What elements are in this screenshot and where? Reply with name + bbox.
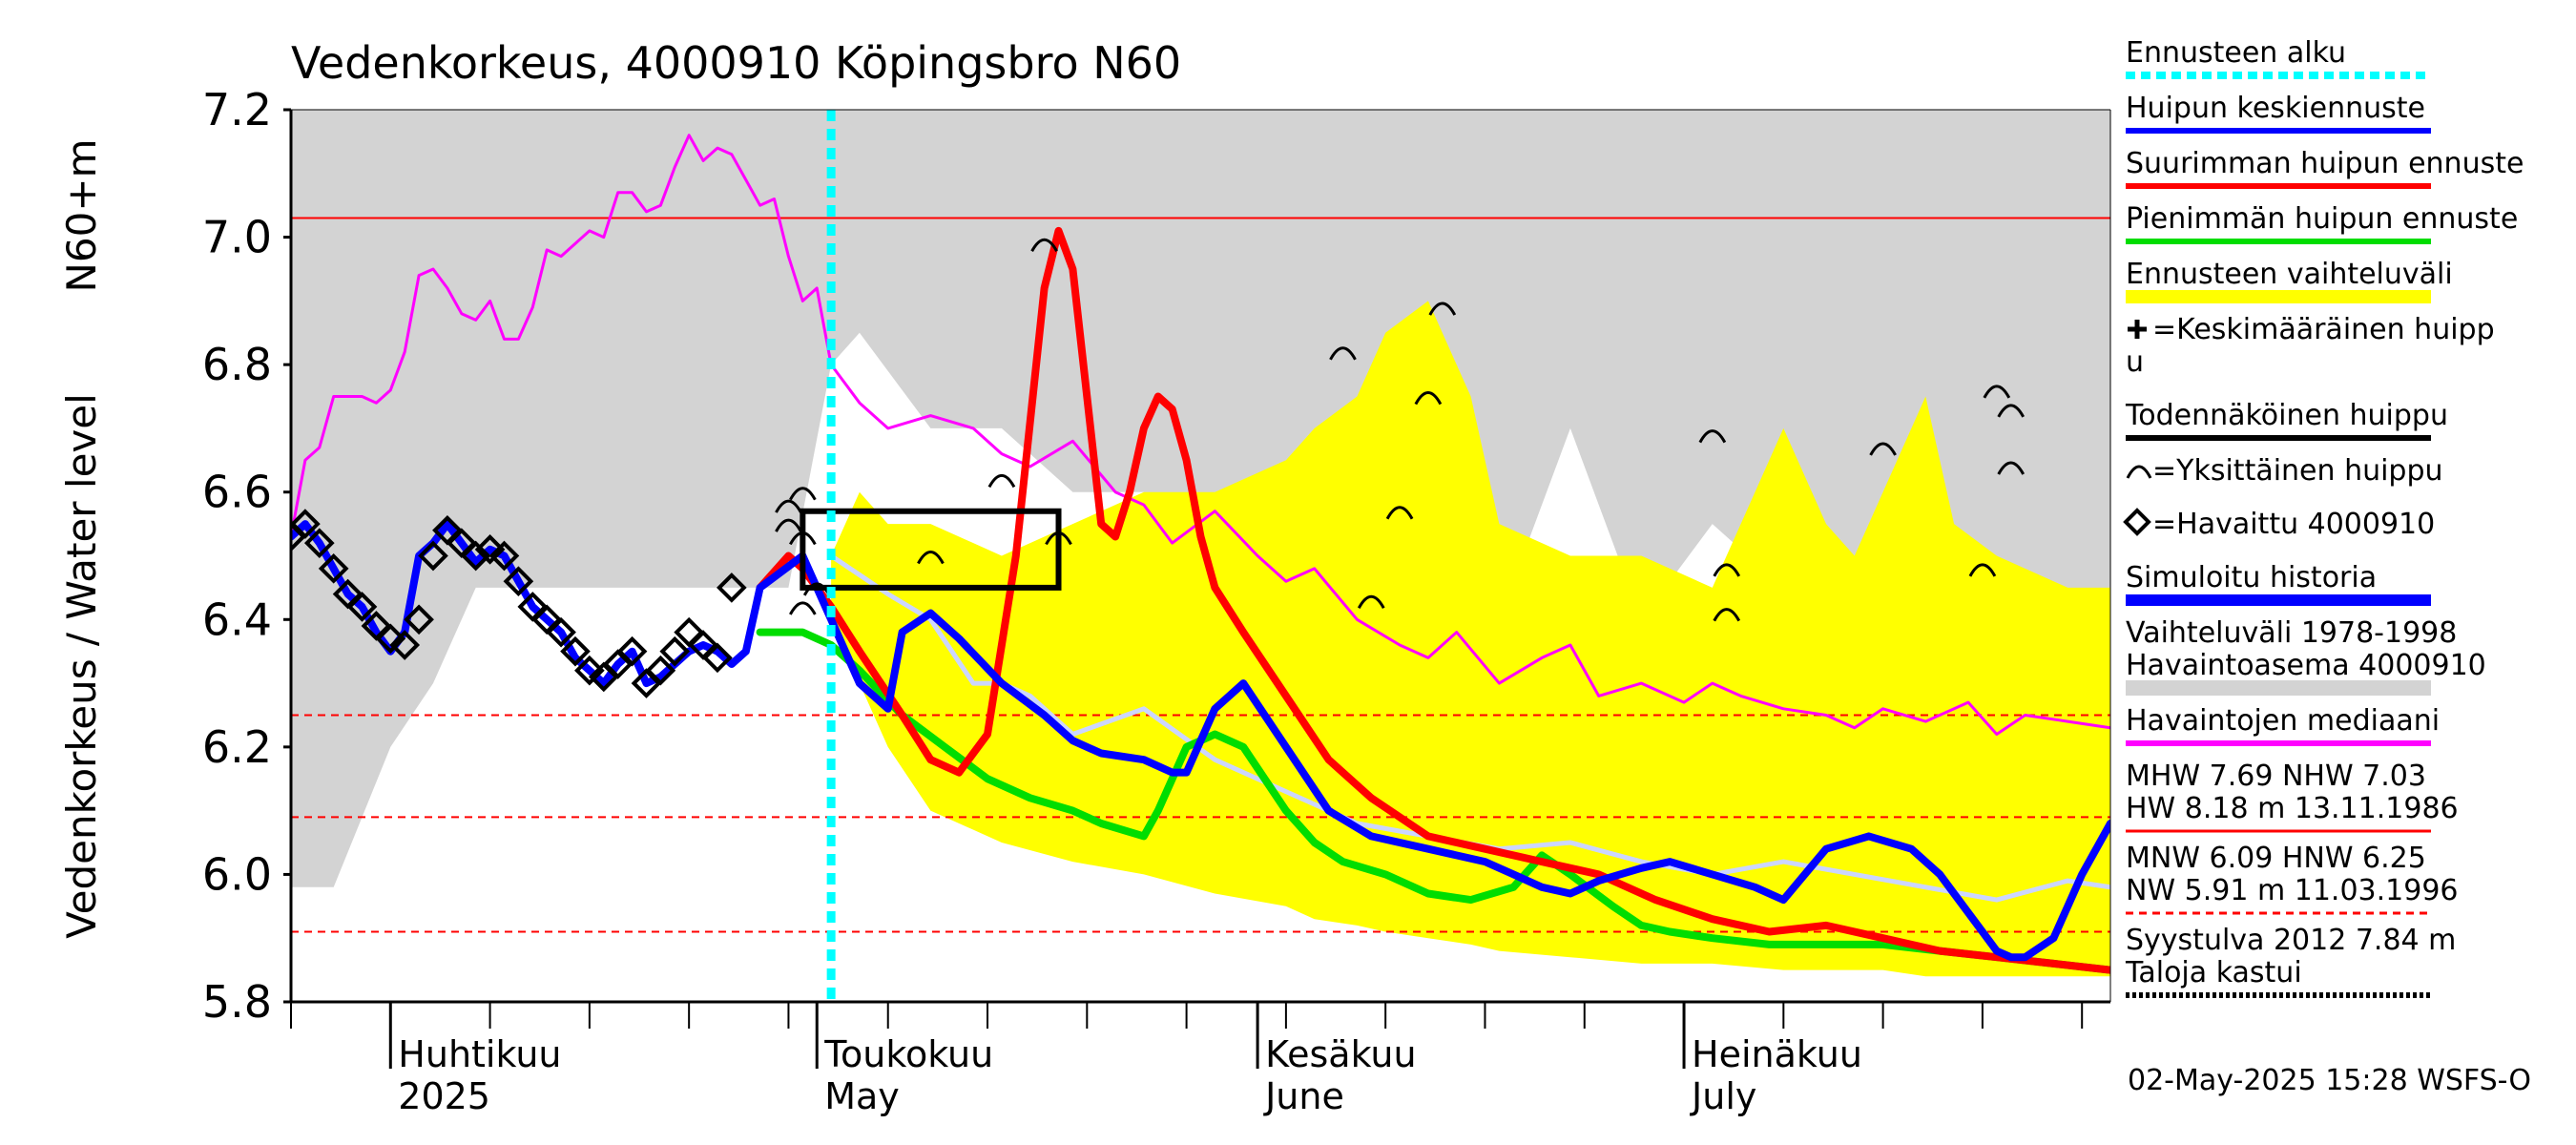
legend-label-vaihteluv-li-1978-1998: Vaihteluväli 1978-1998 bbox=[2126, 616, 2457, 650]
single-peak-marker bbox=[789, 531, 817, 546]
y-tick-label: 6.2 bbox=[202, 721, 272, 773]
observed-point bbox=[291, 509, 321, 539]
observed-point bbox=[346, 592, 378, 622]
legend-label-havaittu-4000910: =Havaittu 4000910 bbox=[2152, 508, 2435, 541]
legend-label-suurimman-huipun-ennuste: Suurimman huipun ennuste bbox=[2126, 147, 2524, 180]
y-axis-label-unit: N60+m bbox=[58, 139, 105, 293]
observed-point bbox=[574, 655, 605, 686]
x-month-label: Toukokuu bbox=[823, 1033, 993, 1075]
forecast-range-band bbox=[831, 301, 2110, 977]
series-line-huipun-keskiennuste bbox=[291, 520, 2110, 962]
single-peak-marker bbox=[1329, 346, 1357, 361]
stats-line: MHW 7.69 NHW 7.03 bbox=[2126, 760, 2426, 793]
stats-line: HW 8.18 m 13.11.1986 bbox=[2126, 792, 2459, 825]
observed-point bbox=[659, 635, 691, 667]
legend-label-todenn-k-inen-huippu: Todennäköinen huippu bbox=[2125, 399, 2448, 432]
observed-point bbox=[474, 533, 506, 565]
stats-line: Syystulva 2012 7.84 m bbox=[2126, 924, 2456, 957]
x-year-label: June bbox=[1263, 1075, 1344, 1117]
single-peak-marker bbox=[775, 499, 802, 513]
y-tick-label: 6.6 bbox=[202, 467, 272, 518]
observed-point bbox=[404, 604, 434, 635]
y-tick-label: 5.8 bbox=[202, 976, 272, 1028]
x-month-label: Huhtikuu bbox=[398, 1033, 561, 1075]
legend-label-simuloitu-historia: Simuloitu historia bbox=[2126, 561, 2377, 594]
y-tick-label: 6.8 bbox=[202, 339, 272, 390]
legend-label-pienimm-n-huipun-ennuste: Pienimmän huipun ennuste bbox=[2126, 202, 2518, 236]
observed-point bbox=[645, 655, 676, 686]
observed-point bbox=[503, 566, 534, 597]
single-peak-marker bbox=[1997, 461, 2025, 475]
single-peak-marker bbox=[1713, 608, 1741, 622]
single-peak-marker bbox=[775, 518, 802, 532]
y-tick-label: 6.0 bbox=[202, 848, 272, 900]
legend-label-ennusteen-vaihteluv-li: Ennusteen vaihteluväli bbox=[2126, 258, 2453, 291]
series-line-pienimm-n-huipun-ennuste bbox=[756, 628, 2110, 974]
legend-plus-icon bbox=[2128, 320, 2147, 339]
observed-point bbox=[318, 553, 349, 584]
single-peak-marker bbox=[789, 601, 817, 615]
observed-point bbox=[488, 540, 520, 572]
observed-point bbox=[460, 540, 491, 572]
observed-point bbox=[702, 642, 733, 674]
stats-line: MNW 6.09 HNW 6.25 bbox=[2126, 842, 2426, 875]
observed-point bbox=[717, 572, 747, 603]
single-peak-marker bbox=[1030, 238, 1058, 252]
observed-point bbox=[418, 540, 448, 572]
legend-label-yksitt-inen-huippu: =Yksittäinen huippu bbox=[2152, 454, 2443, 488]
series-line-havaintojen-mediaani bbox=[291, 134, 2110, 736]
series-line-suurimman-huipun-ennuste bbox=[756, 226, 2110, 974]
stats-line: Taloja kastui bbox=[2125, 956, 2302, 989]
x-year-label: 2025 bbox=[398, 1075, 490, 1117]
observed-point bbox=[303, 528, 335, 558]
x-month-label: Heinäkuu bbox=[1692, 1033, 1862, 1075]
single-peak-marker bbox=[1385, 506, 1414, 520]
y-tick-label: 7.2 bbox=[202, 84, 272, 135]
single-peak-marker bbox=[1983, 385, 2011, 399]
legend-arc-icon bbox=[2126, 465, 2152, 479]
y-tick-label: 7.0 bbox=[202, 212, 272, 263]
legend-diamond-icon bbox=[2123, 508, 2151, 536]
single-peak-marker bbox=[1428, 302, 1457, 316]
chart-title: Vedenkorkeus, 4000910 Köpingsbro N60 bbox=[291, 37, 1181, 89]
legend: Ennusteen alku Huipun keskiennuste Suurimm… bbox=[2123, 36, 2524, 998]
observed-point bbox=[389, 630, 421, 660]
y-tick-label: 6.4 bbox=[202, 593, 272, 645]
single-peak-marker bbox=[1414, 391, 1443, 406]
legend-label-havaintojen-mediaani: Havaintojen mediaani bbox=[2126, 704, 2440, 738]
single-peak-marker bbox=[1968, 563, 1997, 577]
x-month-label: Kesäkuu bbox=[1265, 1033, 1417, 1075]
single-peak-marker bbox=[1698, 429, 1727, 444]
observed-point bbox=[546, 616, 576, 648]
probable-peak-box bbox=[800, 508, 1062, 591]
legend-label-cont: u bbox=[2126, 345, 2144, 379]
single-peak-marker bbox=[987, 473, 1016, 489]
observed-point bbox=[560, 635, 591, 667]
legend-label-ennusteen-alku: Ennusteen alku bbox=[2126, 36, 2346, 70]
single-peak-marker bbox=[1997, 404, 2025, 418]
footer-timestamp: 02-May-2025 15:28 WSFS-O bbox=[2128, 1064, 2531, 1097]
single-peak-marker bbox=[789, 487, 817, 501]
legend-label-keskim-r-inen-huipp: =Keskimääräinen huipp bbox=[2152, 313, 2495, 346]
x-year-label: July bbox=[1690, 1075, 1756, 1117]
legend-label-cont: Havaintoasema 4000910 bbox=[2126, 649, 2486, 682]
single-peak-marker bbox=[1713, 563, 1741, 577]
observed-point bbox=[375, 623, 406, 655]
single-peak-marker bbox=[1357, 594, 1385, 609]
plot-inner bbox=[291, 110, 2110, 1002]
single-peak-marker bbox=[917, 551, 945, 565]
x-year-label: May bbox=[824, 1075, 900, 1117]
observed-point bbox=[616, 635, 648, 667]
y-axis-label: Vedenkorkeus / Water level bbox=[58, 393, 105, 939]
stats-line: NW 5.91 m 11.03.1996 bbox=[2126, 874, 2459, 907]
single-peak-marker bbox=[1869, 442, 1897, 456]
single-peak-marker bbox=[1045, 531, 1072, 546]
legend-label-huipun-keskiennuste: Huipun keskiennuste bbox=[2126, 92, 2425, 125]
